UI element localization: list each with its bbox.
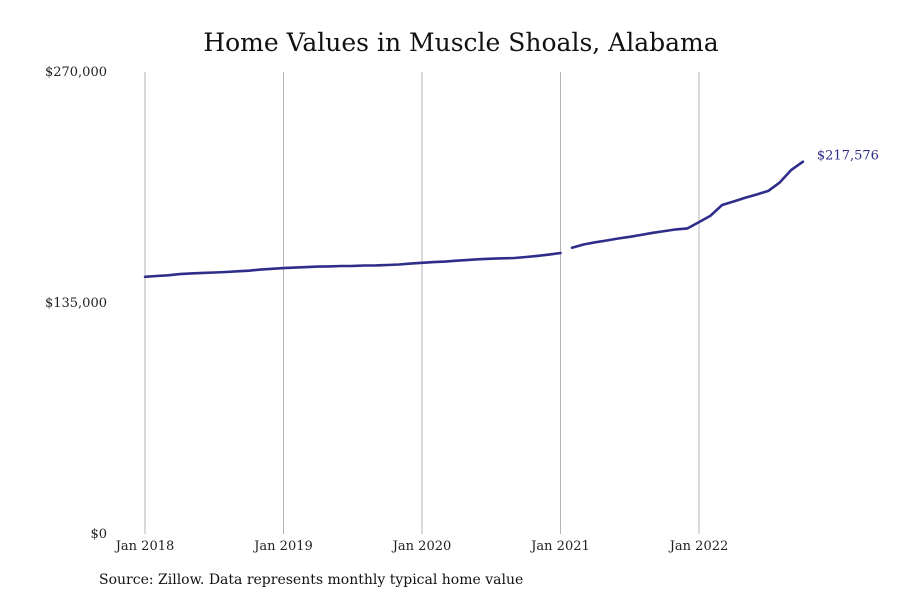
- x-tick-label: Jan 2021: [529, 539, 590, 554]
- source-note: Source: Zillow. Data represents monthly …: [99, 572, 524, 588]
- gridlines: [144, 72, 700, 534]
- end-value-label: $217,576: [817, 149, 879, 164]
- x-tick-label: Jan 2019: [252, 539, 313, 554]
- x-axis-ticks: Jan 2018 Jan 2019 Jan 2020 Jan 2021 Jan 2022: [114, 539, 729, 554]
- chart-title: Home Values in Muscle Shoals, Alabama: [203, 28, 719, 57]
- y-tick-label: $135,000: [45, 296, 107, 311]
- y-tick-label: $0: [90, 527, 107, 542]
- x-tick-label: Jan 2020: [391, 539, 452, 554]
- data-labels: $217,576: [817, 149, 879, 164]
- x-tick-label: Jan 2018: [114, 539, 175, 554]
- x-tick-label: Jan 2022: [668, 539, 729, 554]
- y-axis-ticks: $0 $135,000 $270,000: [45, 65, 107, 542]
- series-line-segment-0: [143, 251, 562, 279]
- series-line-segment-1: [570, 160, 805, 249]
- y-tick-label: $270,000: [45, 65, 107, 80]
- series-lines: [143, 160, 805, 279]
